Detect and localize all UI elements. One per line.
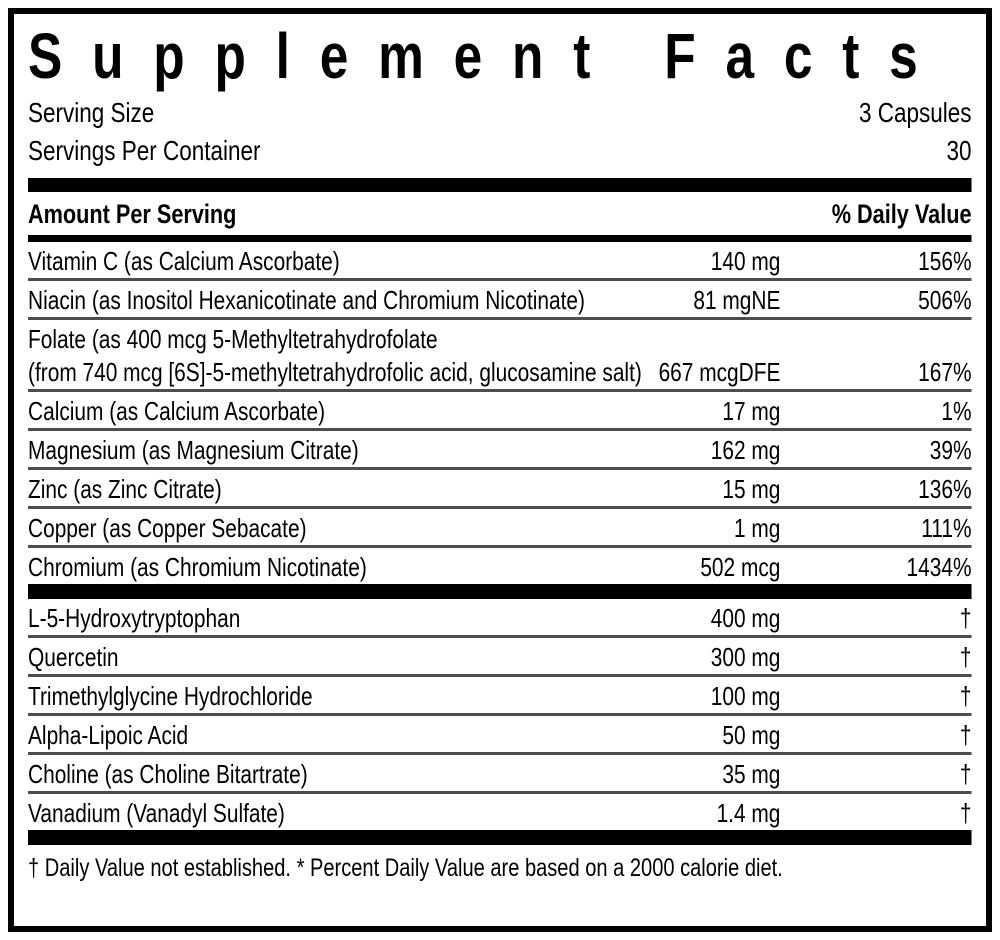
table-row: Vitamin C (as Calcium Ascorbate) 140 mg …: [28, 242, 972, 281]
nutrient-amount: 50 mg: [722, 720, 781, 750]
nutrient-amount: 667 mcgDFE: [658, 357, 781, 387]
nutrient-amount: 35 mg: [722, 759, 781, 789]
table-row: Choline (as Choline Bitartrate) 35 mg †: [28, 755, 972, 794]
panel-title: Supplement Facts: [28, 20, 948, 92]
table-row: Magnesium (as Magnesium Citrate) 162 mg …: [28, 431, 972, 470]
servings-per-container-row: Servings Per Container 30: [28, 132, 972, 170]
servings-per-container-value: 30: [946, 135, 972, 166]
nutrient-amount: 162 mg: [710, 435, 781, 465]
nutrient-amount: 81 mgNE: [693, 285, 781, 315]
nutrient-name: Vanadium (Vanadyl Sulfate): [28, 798, 285, 828]
servings-per-container-label: Servings Per Container: [28, 135, 261, 166]
table-row: Chromium (as Chromium Nicotinate) 502 mc…: [28, 548, 972, 584]
nutrient-name: Quercetin: [28, 642, 119, 672]
footnote: † Daily Value not established. * Percent…: [28, 854, 783, 882]
nutrient-amount: 100 mg: [710, 681, 781, 711]
serving-size-value: 3 Capsules: [859, 97, 972, 128]
footnote-divider-bar: [28, 830, 972, 845]
nutrient-name: Chromium (as Chromium Nicotinate): [28, 552, 367, 582]
nutrient-name-line2: (from 740 mcg [6S]-5-methyltetrahydrofol…: [28, 357, 642, 387]
nutrient-amount: 17 mg: [722, 396, 781, 426]
nutrient-daily-value: 156%: [918, 246, 972, 276]
nutrient-name-line1: Folate (as 400 mcg 5-Methyltetrahydrofol…: [28, 324, 438, 354]
nutrient-daily-value: 1434%: [906, 552, 972, 582]
nutrient-name: Alpha-Lipoic Acid: [28, 720, 189, 750]
table-row: Quercetin 300 mg †: [28, 638, 972, 677]
nutrient-daily-value: 39%: [929, 435, 972, 465]
nutrient-amount: 502 mcg: [700, 552, 781, 582]
table-row: L-5-Hydroxytryptophan 400 mg †: [28, 599, 972, 638]
nutrient-amount: 1.4 mg: [716, 798, 781, 828]
nutrient-name: Calcium (as Calcium Ascorbate): [28, 396, 326, 426]
nutrient-name: Magnesium (as Magnesium Citrate): [28, 435, 359, 465]
nutrient-name: Choline (as Choline Bitartrate): [28, 759, 308, 789]
nutrient-daily-value: 111%: [921, 513, 972, 543]
nutrient-name: Zinc (as Zinc Citrate): [28, 474, 222, 504]
table-row-folate: Folate (as 400 mcg 5-Methyltetrahydrofol…: [28, 320, 972, 392]
daily-value-header: % Daily Value: [831, 199, 972, 229]
panel-content: Supplement Facts Serving Size 3 Capsules…: [28, 18, 972, 885]
table-row: Trimethylglycine Hydrochloride 100 mg †: [28, 677, 972, 716]
nutrient-amount: 400 mg: [710, 603, 781, 633]
table-row: Calcium (as Calcium Ascorbate) 17 mg 1%: [28, 392, 972, 431]
nutrient-daily-value: †: [959, 642, 972, 672]
nutrient-daily-value: 1%: [941, 396, 972, 426]
nutrient-daily-value: †: [959, 798, 972, 828]
nutrient-daily-value: †: [959, 681, 972, 711]
nutrient-amount: 15 mg: [722, 474, 781, 504]
nutrient-name: Niacin (as Inositol Hexanicotinate and C…: [28, 285, 586, 315]
nutrient-name: Copper (as Copper Sebacate): [28, 513, 307, 543]
nutrient-name: L-5-Hydroxytryptophan: [28, 603, 241, 633]
table-row: Vanadium (Vanadyl Sulfate) 1.4 mg †: [28, 794, 972, 830]
nutrient-name: Trimethylglycine Hydrochloride: [28, 681, 313, 711]
serving-size-row: Serving Size 3 Capsules: [28, 94, 972, 132]
nutrient-section-2: L-5-Hydroxytryptophan 400 mg † Quercetin…: [28, 599, 972, 830]
nutrient-daily-value: †: [959, 603, 972, 633]
table-row: Zinc (as Zinc Citrate) 15 mg 136%: [28, 470, 972, 509]
serving-size-label: Serving Size: [28, 97, 155, 128]
column-header-row: Amount Per Serving % Daily Value: [28, 192, 972, 242]
header-divider-bar: [28, 178, 972, 192]
nutrient-daily-value: †: [959, 720, 972, 750]
nutrient-name: Vitamin C (as Calcium Ascorbate): [28, 246, 340, 276]
table-row: Copper (as Copper Sebacate) 1 mg 111%: [28, 509, 972, 548]
table-row: Alpha-Lipoic Acid 50 mg †: [28, 716, 972, 755]
supplement-facts-panel: Supplement Facts Serving Size 3 Capsules…: [8, 8, 992, 932]
nutrient-daily-value: 167%: [918, 357, 972, 387]
nutrient-amount: 300 mg: [710, 642, 781, 672]
nutrient-daily-value: 506%: [918, 285, 972, 315]
nutrient-daily-value: †: [959, 759, 972, 789]
nutrient-amount: 1 mg: [733, 513, 781, 543]
table-row: Niacin (as Inositol Hexanicotinate and C…: [28, 281, 972, 320]
section-divider-bar: [28, 584, 972, 599]
nutrient-daily-value: 136%: [918, 474, 972, 504]
nutrient-section-1: Vitamin C (as Calcium Ascorbate) 140 mg …: [28, 242, 972, 584]
nutrient-amount: 140 mg: [710, 246, 781, 276]
amount-per-serving-header: Amount Per Serving: [28, 199, 237, 229]
